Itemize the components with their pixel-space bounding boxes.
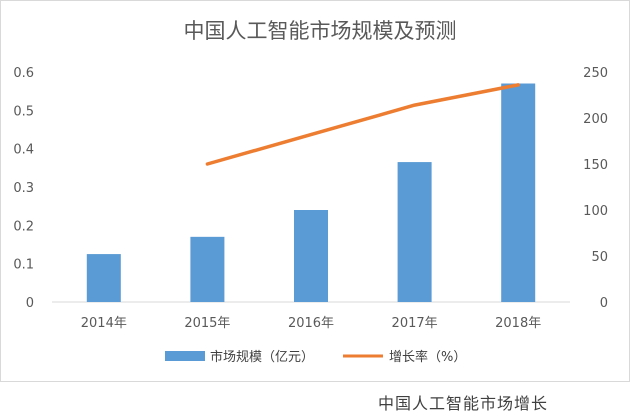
right-tick-label: 200 <box>583 112 608 127</box>
x-tick-label: 2014年 <box>81 316 127 331</box>
bar-series <box>86 83 536 302</box>
left-tick-label: 0.4 <box>13 143 34 158</box>
right-tick-label: 50 <box>591 250 608 265</box>
left-tick-label: 0.1 <box>13 258 34 273</box>
right-axis-ticks: 0 50 100 150 200 250 <box>583 66 608 311</box>
line-series <box>205 83 520 166</box>
right-tick-label: 100 <box>583 204 608 219</box>
bar <box>501 83 536 302</box>
left-tick-label: 0.3 <box>13 181 34 196</box>
left-tick-label: 0.2 <box>13 219 34 234</box>
legend-bar-swatch <box>165 351 205 361</box>
x-tick-label: 2018年 <box>495 316 541 331</box>
bar <box>86 254 121 302</box>
left-tick-label: 0.5 <box>13 104 34 119</box>
x-axis-ticks: 2014年 2015年 2016年 2017年 2018年 <box>81 316 541 331</box>
x-tick-label: 2017年 <box>392 316 438 331</box>
x-tick-label: 2015年 <box>184 316 230 331</box>
legend-line-label: 增长率（%） <box>389 349 466 365</box>
right-tick-label: 0 <box>600 296 608 311</box>
bar <box>294 210 328 302</box>
right-tick-label: 150 <box>583 158 608 173</box>
bar <box>190 236 225 302</box>
left-tick-label: 0 <box>26 296 34 311</box>
growth-line <box>205 83 520 166</box>
bar <box>397 162 432 302</box>
left-tick-label: 0.6 <box>13 66 34 81</box>
legend-bar-label: 市场规模（亿元） <box>210 349 314 365</box>
x-tick-label: 2016年 <box>288 316 334 331</box>
legend: 市场规模（亿元） 增长率（%） <box>165 349 466 365</box>
right-tick-label: 250 <box>583 66 608 81</box>
chart-title: 中国人工智能市场规模及预测 <box>184 19 457 43</box>
left-axis-ticks: 0 0.1 0.2 0.3 0.4 0.5 0.6 <box>13 66 34 311</box>
caption: 中国人工智能市场增长 <box>378 394 548 413</box>
